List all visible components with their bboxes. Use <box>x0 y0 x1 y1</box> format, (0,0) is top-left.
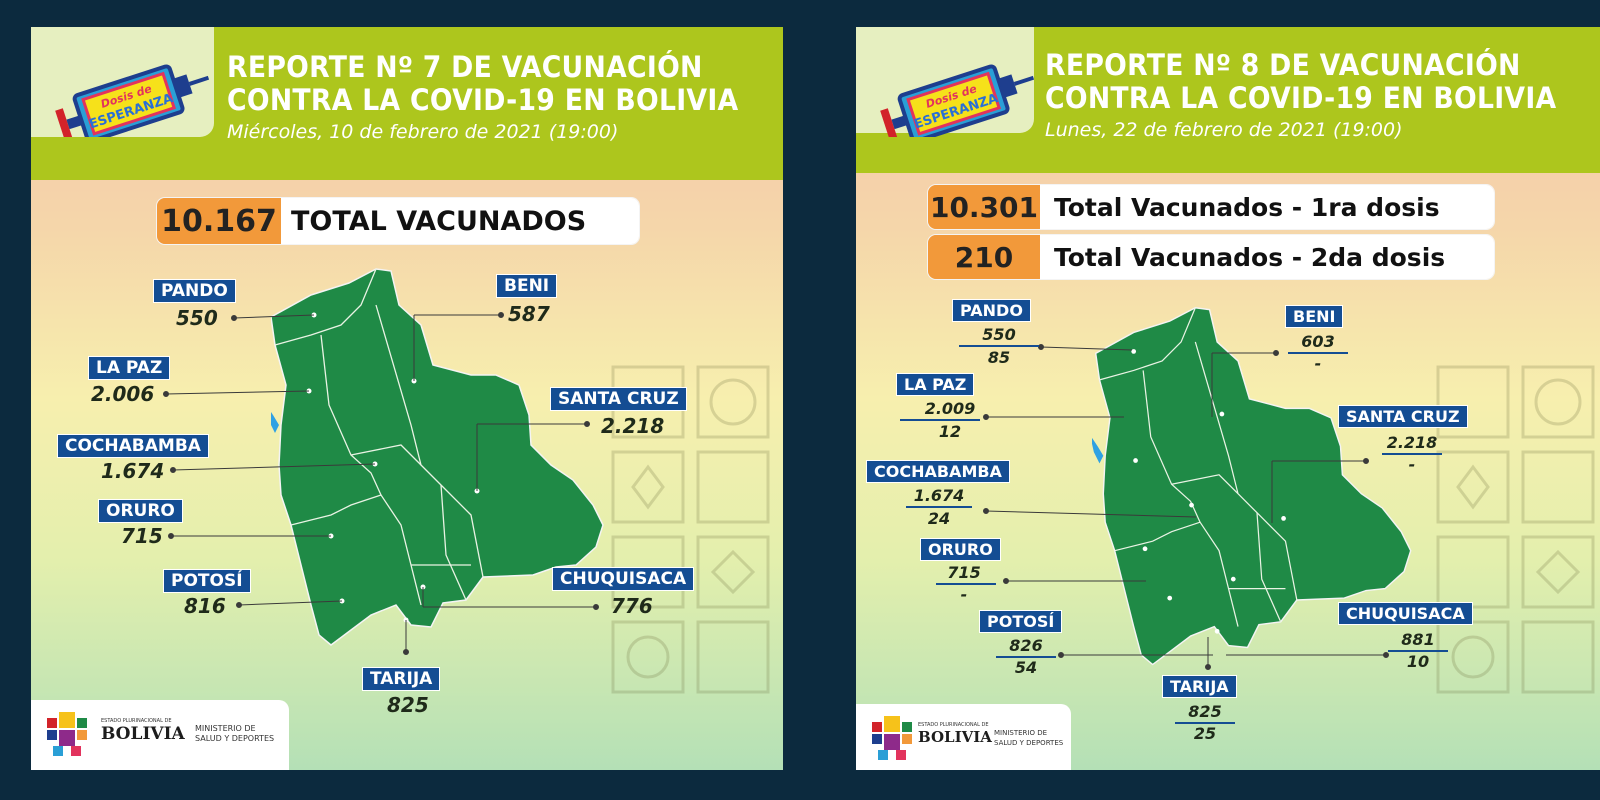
footer-ministry: MINISTERIO DE SALUD Y DEPORTES <box>195 724 274 744</box>
total-dose1-box: 10.301 Total Vacunados - 1ra dosis <box>928 185 1494 229</box>
header-text: REPORTE Nº 8 DE VACUNACIÓN CONTRA LA COV… <box>1045 48 1600 142</box>
footer-state: ESTADO PLURINACIONAL DE <box>918 722 989 728</box>
dept-label-tarija: TARIJA <box>1162 675 1237 698</box>
total-dose2-label: Total Vacunados - 2da dosis <box>1040 235 1494 279</box>
report-title-line2: CONTRA LA COVID-19 EN BOLIVIA <box>1045 81 1557 115</box>
divider <box>906 506 972 508</box>
divider <box>1382 453 1442 455</box>
dept-label-la-paz: LA PAZ <box>88 356 171 380</box>
footer-ministry-line2: SALUD Y DEPORTES <box>994 739 1064 747</box>
dept-dose2-la-paz: 12 <box>938 422 962 441</box>
dept-label-chuquisaca: CHUQUISACA <box>1338 602 1473 625</box>
dept-value-pando: 550 <box>176 306 218 330</box>
syringe-logo-icon: Dosis de ESPERANZA <box>55 64 209 137</box>
leader-lines <box>163 312 599 655</box>
divider <box>959 345 1039 347</box>
footer-ministry-line1: MINISTERIO DE <box>994 729 1048 737</box>
total-vaccinated-box: 10.167 TOTAL VACUNADOS <box>157 198 639 244</box>
logo-box: Dosis de ESPERANZA <box>856 27 1034 137</box>
dept-label-beni: BENI <box>496 274 558 298</box>
dept-label-cochabamba: COCHABAMBA <box>57 434 209 458</box>
dept-value-chuquisaca: 776 <box>611 594 653 618</box>
report-8-panel: Dosis de ESPERANZA REPORTE Nº 8 DE VACUN… <box>856 27 1600 770</box>
dept-value-tarija: 825 <box>387 693 429 717</box>
dept-label-cochabamba: COCHABAMBA <box>866 460 1010 483</box>
divider <box>1388 650 1448 652</box>
dept-dose1-pando: 550 <box>982 325 1016 344</box>
dept-label-chuquisaca: CHUQUISACA <box>552 567 695 591</box>
report-title-line1: REPORTE Nº 8 DE VACUNACIÓN <box>1045 48 1521 82</box>
dept-dose2-potosi: 54 <box>1014 658 1038 677</box>
total-vaccinated-label: TOTAL VACUNADOS <box>281 198 639 244</box>
divider <box>1288 352 1348 354</box>
dept-dose2-tarija: 25 <box>1193 724 1217 743</box>
header-band: Dosis de ESPERANZA REPORTE Nº 8 DE VACUN… <box>856 27 1600 173</box>
divider <box>900 419 980 421</box>
footer-state: ESTADO PLURINACIONAL DE <box>101 718 172 724</box>
dept-label-beni: BENI <box>1285 305 1344 328</box>
footer-ministry-line1: MINISTERIO DE <box>195 724 256 733</box>
dept-label-potosi: POTOSÍ <box>979 610 1063 633</box>
dept-dose1-santa-cruz: 2.218 <box>1386 433 1438 452</box>
dept-dose1-la-paz: 2.009 <box>924 399 976 418</box>
bolivia-emblem-icon <box>872 716 912 760</box>
header-band: Dosis de ESPERANZA REPORTE Nº 7 DE VACUN… <box>31 27 783 180</box>
dept-value-cochabamba: 1.674 <box>101 459 165 483</box>
dept-dose1-oruro: 715 <box>947 563 981 582</box>
dept-dose2-beni: - <box>1314 354 1322 373</box>
divider <box>996 656 1056 658</box>
dept-label-oruro: ORURO <box>98 499 183 523</box>
divider <box>1175 722 1235 724</box>
dept-label-pando: PANDO <box>952 299 1031 322</box>
dept-value-oruro: 715 <box>121 524 163 548</box>
bolivia-emblem-icon <box>47 712 87 756</box>
dept-value-la-paz: 2.006 <box>91 382 155 406</box>
report-date: Lunes, 22 de febrero de 2021 (19:00) <box>1045 119 1403 141</box>
dept-dose2-cochabamba: 24 <box>927 509 951 528</box>
dept-dose1-cochabamba: 1.674 <box>913 486 965 505</box>
dept-dose1-tarija: 825 <box>1188 702 1222 721</box>
dept-dose2-oruro: - <box>960 585 968 604</box>
header-text: REPORTE Nº 7 DE VACUNACIÓN CONTRA LA COV… <box>227 50 783 144</box>
footer-country: BOLIVIA <box>918 728 992 746</box>
dept-label-santa-cruz: SANTA CRUZ <box>1338 405 1468 428</box>
dept-dose2-chuquisaca: 10 <box>1406 652 1430 671</box>
report-title-line1: REPORTE Nº 7 DE VACUNACIÓN <box>227 50 703 84</box>
footer-ministry-line2: SALUD Y DEPORTES <box>195 734 275 743</box>
report-date: Miércoles, 10 de febrero de 2021 (19:00) <box>227 121 619 143</box>
dept-dose2-pando: 85 <box>987 348 1011 367</box>
dept-dose1-beni: 603 <box>1301 332 1335 351</box>
report-7-panel: Dosis de ESPERANZA REPORTE Nº 7 DE VACUN… <box>31 27 783 770</box>
dept-label-pando: PANDO <box>153 279 236 303</box>
decorative-pattern <box>1436 365 1595 694</box>
dept-label-oruro: ORURO <box>920 538 1001 561</box>
logo-box: Dosis de ESPERANZA <box>31 27 214 137</box>
dept-label-tarija: TARIJA <box>362 667 441 691</box>
dept-value-beni: 587 <box>508 302 550 326</box>
report-title-line2: CONTRA LA COVID-19 EN BOLIVIA <box>227 83 739 117</box>
total-dose1-label: Total Vacunados - 1ra dosis <box>1040 185 1494 229</box>
total-dose2-box: 210 Total Vacunados - 2da dosis <box>928 235 1494 279</box>
dept-value-santa-cruz: 2.218 <box>601 414 665 438</box>
bolivia-map <box>1092 307 1412 666</box>
syringe-logo-icon: Dosis de ESPERANZA <box>880 64 1034 137</box>
footer-country: BOLIVIA <box>101 724 185 744</box>
dept-dose1-potosi: 826 <box>1009 636 1043 655</box>
dept-value-potosi: 816 <box>184 594 226 618</box>
dept-label-potosi: POTOSÍ <box>163 569 251 593</box>
total-dose1-value: 10.301 <box>928 185 1040 229</box>
total-vaccinated-value: 10.167 <box>157 198 281 244</box>
footer-logo: ESTADO PLURINACIONAL DE BOLIVIA MINISTER… <box>856 704 1071 770</box>
footer-ministry: MINISTERIO DE SALUD Y DEPORTES <box>994 728 1063 748</box>
footer-logo: ESTADO PLURINACIONAL DE BOLIVIA MINISTER… <box>31 700 289 770</box>
dept-dose1-chuquisaca: 881 <box>1401 630 1435 649</box>
leader-lines <box>983 344 1389 670</box>
dept-dose2-santa-cruz: - <box>1408 455 1416 474</box>
dept-label-santa-cruz: SANTA CRUZ <box>550 387 687 411</box>
dept-label-la-paz: LA PAZ <box>896 373 975 396</box>
divider <box>936 583 996 585</box>
total-dose2-value: 210 <box>928 235 1040 279</box>
